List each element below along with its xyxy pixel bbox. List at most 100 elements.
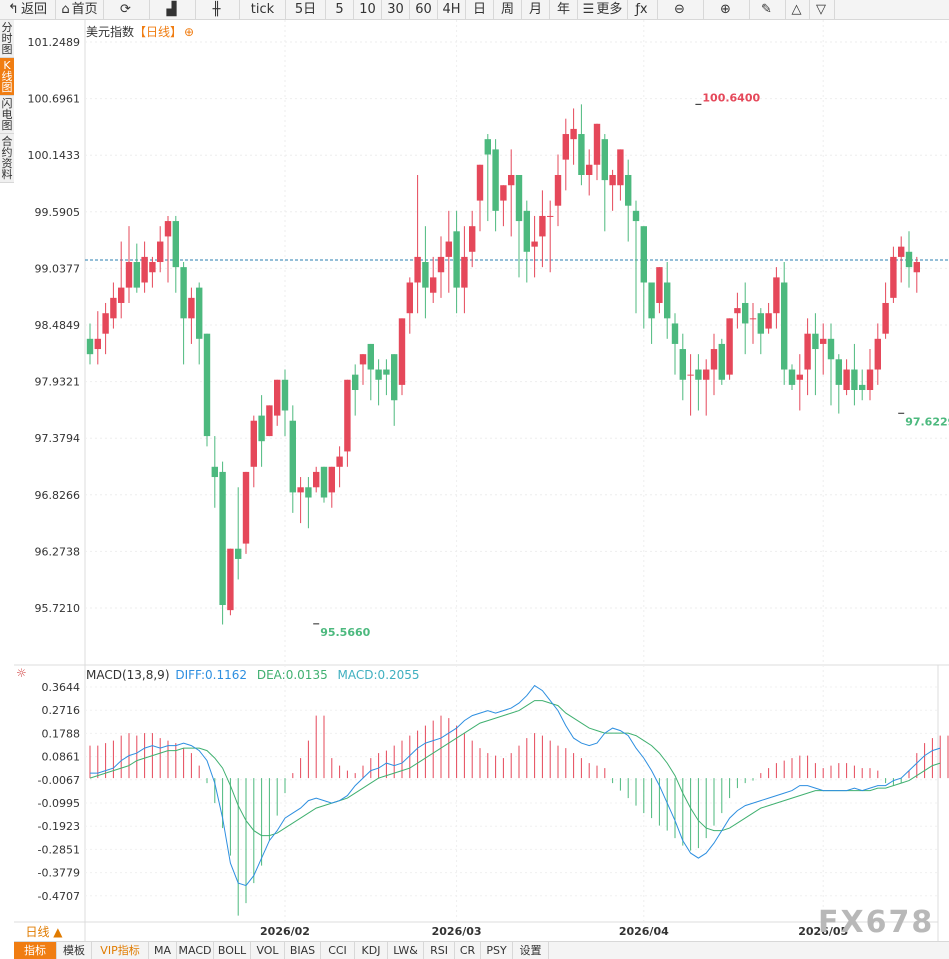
indicator-tab-指标[interactable]: 指标 xyxy=(14,942,57,959)
candle[interactable] xyxy=(484,134,491,222)
indicator-tab-rsi[interactable]: RSI xyxy=(424,942,455,959)
candle[interactable] xyxy=(219,461,226,625)
candle[interactable] xyxy=(118,241,125,319)
period-7-button[interactable]: 5 xyxy=(326,0,354,20)
candle[interactable] xyxy=(820,323,827,375)
candle[interactable] xyxy=(788,364,796,391)
period-selector[interactable]: 日线 ▲ xyxy=(14,923,74,941)
candle[interactable] xyxy=(188,287,195,344)
candle[interactable] xyxy=(835,354,842,414)
candle[interactable] xyxy=(250,415,257,488)
candle[interactable] xyxy=(890,246,897,303)
period-8-button[interactable]: 10 xyxy=(354,0,382,20)
candle[interactable] xyxy=(86,323,94,365)
candle[interactable] xyxy=(640,226,647,329)
candle[interactable] xyxy=(679,333,686,401)
period-10-button[interactable]: 60 xyxy=(410,0,438,20)
period-12-button[interactable]: 日 xyxy=(466,0,494,20)
candle[interactable] xyxy=(796,354,803,411)
toolbar-back-arrow-button[interactable]: ↰ 返回 xyxy=(0,0,56,20)
candle[interactable] xyxy=(180,262,187,365)
indicator-tab-cr[interactable]: CR xyxy=(455,942,481,959)
candle[interactable] xyxy=(133,243,140,293)
indicator-tab-vol[interactable]: VOL xyxy=(251,942,285,959)
candle[interactable] xyxy=(461,226,468,314)
candle[interactable] xyxy=(328,466,335,508)
candle[interactable] xyxy=(687,354,694,416)
triangle-up-button[interactable]: △ xyxy=(786,0,810,20)
candle[interactable] xyxy=(235,487,242,580)
zoom-in-button[interactable]: ⊕ xyxy=(704,0,750,20)
candle[interactable] xyxy=(539,190,546,268)
left-tab-2[interactable]: 闪电图 xyxy=(0,96,14,134)
candle[interactable] xyxy=(547,200,554,273)
candle[interactable] xyxy=(749,302,757,344)
period-5-button[interactable]: tick xyxy=(240,0,286,20)
candle[interactable] xyxy=(242,471,250,554)
candle[interactable] xyxy=(383,359,390,396)
candle[interactable] xyxy=(398,318,406,396)
period-9-button[interactable]: 30 xyxy=(382,0,410,20)
candle[interactable] xyxy=(671,313,679,375)
period-6-button[interactable]: 5日 xyxy=(286,0,326,20)
candle[interactable] xyxy=(765,302,772,334)
candle[interactable] xyxy=(320,466,328,503)
candle[interactable] xyxy=(203,333,211,447)
candle[interactable] xyxy=(578,104,585,186)
indicator-tab-vip指标[interactable]: VIP指标 xyxy=(92,942,149,959)
candle[interactable] xyxy=(274,379,281,426)
candle[interactable] xyxy=(437,236,445,298)
candle[interactable] xyxy=(500,185,507,227)
candle[interactable] xyxy=(586,149,593,196)
candle[interactable] xyxy=(414,174,421,314)
candle[interactable] xyxy=(289,405,296,513)
period-14-button[interactable]: 月 xyxy=(522,0,550,20)
candle[interactable] xyxy=(898,236,905,283)
candle[interactable] xyxy=(804,318,811,396)
indicator-tab-boll[interactable]: BOLL xyxy=(214,942,251,959)
refresh-button[interactable]: ⟳ xyxy=(104,0,150,20)
indicator-tab-bias[interactable]: BIAS xyxy=(285,942,321,959)
candle[interactable] xyxy=(110,282,117,329)
candle[interactable] xyxy=(508,149,515,237)
indicator-tab-cci[interactable]: CCI xyxy=(321,942,355,959)
candle[interactable] xyxy=(851,343,858,406)
candle[interactable] xyxy=(367,343,374,401)
candle[interactable] xyxy=(531,215,538,278)
indicator-tab-macd[interactable]: MACD xyxy=(177,942,214,959)
candle[interactable] xyxy=(172,215,179,293)
indicator-tab-kdj[interactable]: KDJ xyxy=(355,942,388,959)
indicator-tab-lw&[interactable]: LW& xyxy=(388,942,424,959)
candle[interactable] xyxy=(554,154,562,227)
candle[interactable] xyxy=(227,548,234,616)
candle[interactable] xyxy=(617,149,624,201)
candle[interactable] xyxy=(469,210,476,268)
candle[interactable] xyxy=(905,231,913,288)
candle[interactable] xyxy=(882,282,889,339)
candle[interactable] xyxy=(703,359,710,416)
candle[interactable] xyxy=(523,200,530,283)
candle[interactable] xyxy=(352,364,359,416)
candle[interactable] xyxy=(632,200,640,314)
candle[interactable] xyxy=(664,262,671,339)
indicator-tab-设置[interactable]: 设置 xyxy=(513,942,549,959)
candle[interactable] xyxy=(157,226,164,273)
candle[interactable] xyxy=(430,256,437,303)
candlestick-button[interactable]: ╫ xyxy=(196,0,240,20)
add-indicator-icon[interactable]: ⊕ xyxy=(184,25,195,39)
candle[interactable] xyxy=(843,359,850,396)
candle[interactable] xyxy=(648,282,655,344)
candle[interactable] xyxy=(859,369,866,401)
candle[interactable] xyxy=(406,277,413,334)
candle[interactable] xyxy=(492,139,499,232)
candle[interactable] xyxy=(742,282,749,355)
candle[interactable] xyxy=(874,323,881,385)
candle[interactable] xyxy=(211,436,218,508)
candle[interactable] xyxy=(827,323,835,406)
candle[interactable] xyxy=(344,379,351,467)
candle[interactable] xyxy=(570,108,577,165)
zoom-out-button[interactable]: ⊖ xyxy=(658,0,704,20)
toolbar-home-button[interactable]: ⌂ 首页 xyxy=(56,0,104,20)
